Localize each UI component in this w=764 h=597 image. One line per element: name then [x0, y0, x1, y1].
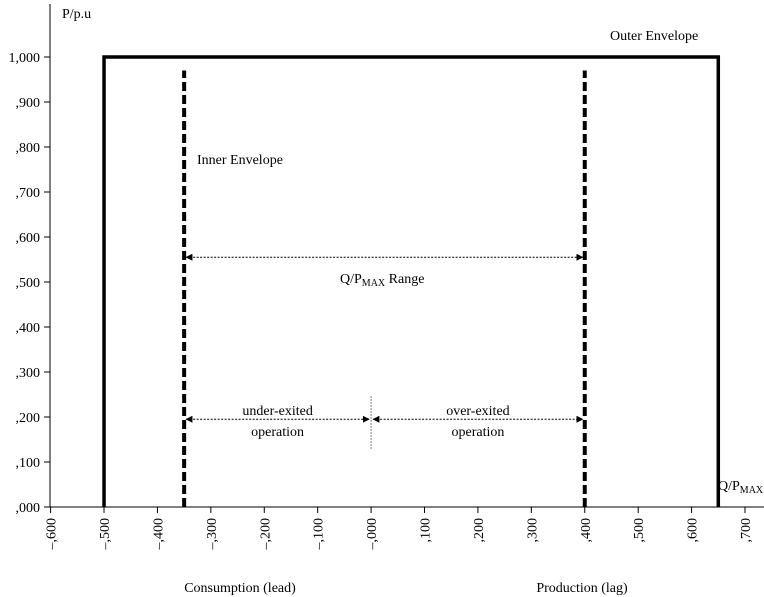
x-tick-label: –,500: [98, 518, 113, 551]
x-tick-label: ,700: [739, 518, 754, 543]
outer-label: Outer Envelope: [610, 29, 698, 44]
y-tick-label: ,800: [16, 141, 41, 156]
range-label-rest: Range: [385, 272, 424, 287]
x-tick-label: –,000: [365, 518, 380, 551]
x-side-label: Consumption (lead): [184, 581, 296, 596]
x-tick-label: –,100: [312, 518, 327, 551]
operation-label: operation: [451, 425, 504, 440]
envelope-line: [102, 55, 721, 507]
y-tick-label: ,000: [16, 501, 41, 516]
y-tick-label: ,600: [16, 231, 41, 246]
y-tick-label: ,300: [16, 366, 41, 381]
x-tick-label: ,600: [686, 518, 701, 543]
x-tick-label: –,300: [205, 518, 220, 551]
x-tick-label: ,300: [525, 518, 540, 543]
y-tick-label: ,100: [16, 456, 41, 471]
x-tick-label: –,600: [45, 518, 60, 551]
x-tick-label: ,500: [632, 518, 647, 543]
operation-label: under-exited: [242, 404, 312, 419]
y-tick-label: ,200: [16, 411, 41, 426]
operation-label: operation: [251, 425, 304, 440]
x-axis-label: Q/PMAX: [718, 479, 764, 496]
range-label-base: Q/P: [340, 272, 362, 287]
y-axis-label: P/p.u: [62, 7, 91, 22]
x-tick-label: –,400: [151, 518, 166, 551]
y-tick-label: ,400: [16, 321, 41, 336]
inner-label: Inner Envelope: [197, 153, 283, 168]
x-tick-label: ,200: [472, 518, 487, 543]
range-label-sub: MAX: [362, 278, 386, 289]
y-tick-label: ,500: [16, 276, 41, 291]
x-tick-label: ,400: [579, 518, 594, 543]
x-tick-label: ,100: [419, 518, 434, 543]
y-tick-label: ,700: [16, 186, 41, 201]
range-label: Q/PMAX Range: [340, 272, 424, 289]
operation-label: over-exited: [446, 404, 509, 419]
y-tick-label: ,900: [16, 96, 41, 111]
x-side-label: Production (lag): [536, 581, 628, 596]
y-tick-label: 1,000: [9, 51, 41, 66]
x-axis-label-base: Q/P: [718, 479, 740, 494]
x-tick-label: –,200: [258, 518, 273, 551]
x-axis-label-sub: MAX: [740, 485, 764, 496]
